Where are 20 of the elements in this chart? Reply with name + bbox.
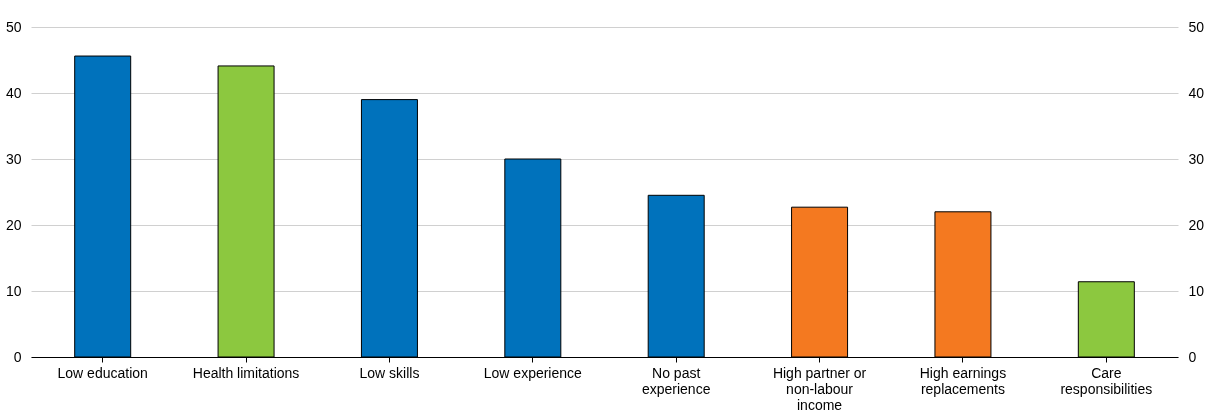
x-tick-label: Health limitations (192, 364, 300, 381)
y2-tick-label: 20 (1188, 216, 1205, 233)
y2-tick-label: 30 (1188, 150, 1205, 167)
y2-tick-label: 50 (1188, 18, 1205, 35)
y-tick-label: 40 (5, 84, 22, 101)
x-tick-label: Low experience (483, 364, 583, 381)
x-tick-label: High earnings replacements (919, 364, 1007, 397)
x-tick-label: No past experience (641, 364, 711, 397)
y-tick-label: 20 (5, 216, 22, 233)
x-tick-label: Low skills (359, 364, 420, 381)
x-tick-label: Low education (57, 364, 148, 381)
x-tick-label: Care responsibilities (1060, 364, 1153, 397)
y2-tick-label: 0 (1188, 348, 1197, 365)
y-tick-label: 0 (13, 348, 22, 365)
y2-tick-label: 40 (1188, 84, 1205, 101)
y2-tick-label: 10 (1188, 282, 1205, 299)
y-tick-label: 50 (5, 18, 22, 35)
x-tick-label: High partner or non-labour income (772, 364, 867, 413)
y-tick-label: 10 (5, 282, 22, 299)
y-tick-label: 30 (5, 150, 22, 167)
